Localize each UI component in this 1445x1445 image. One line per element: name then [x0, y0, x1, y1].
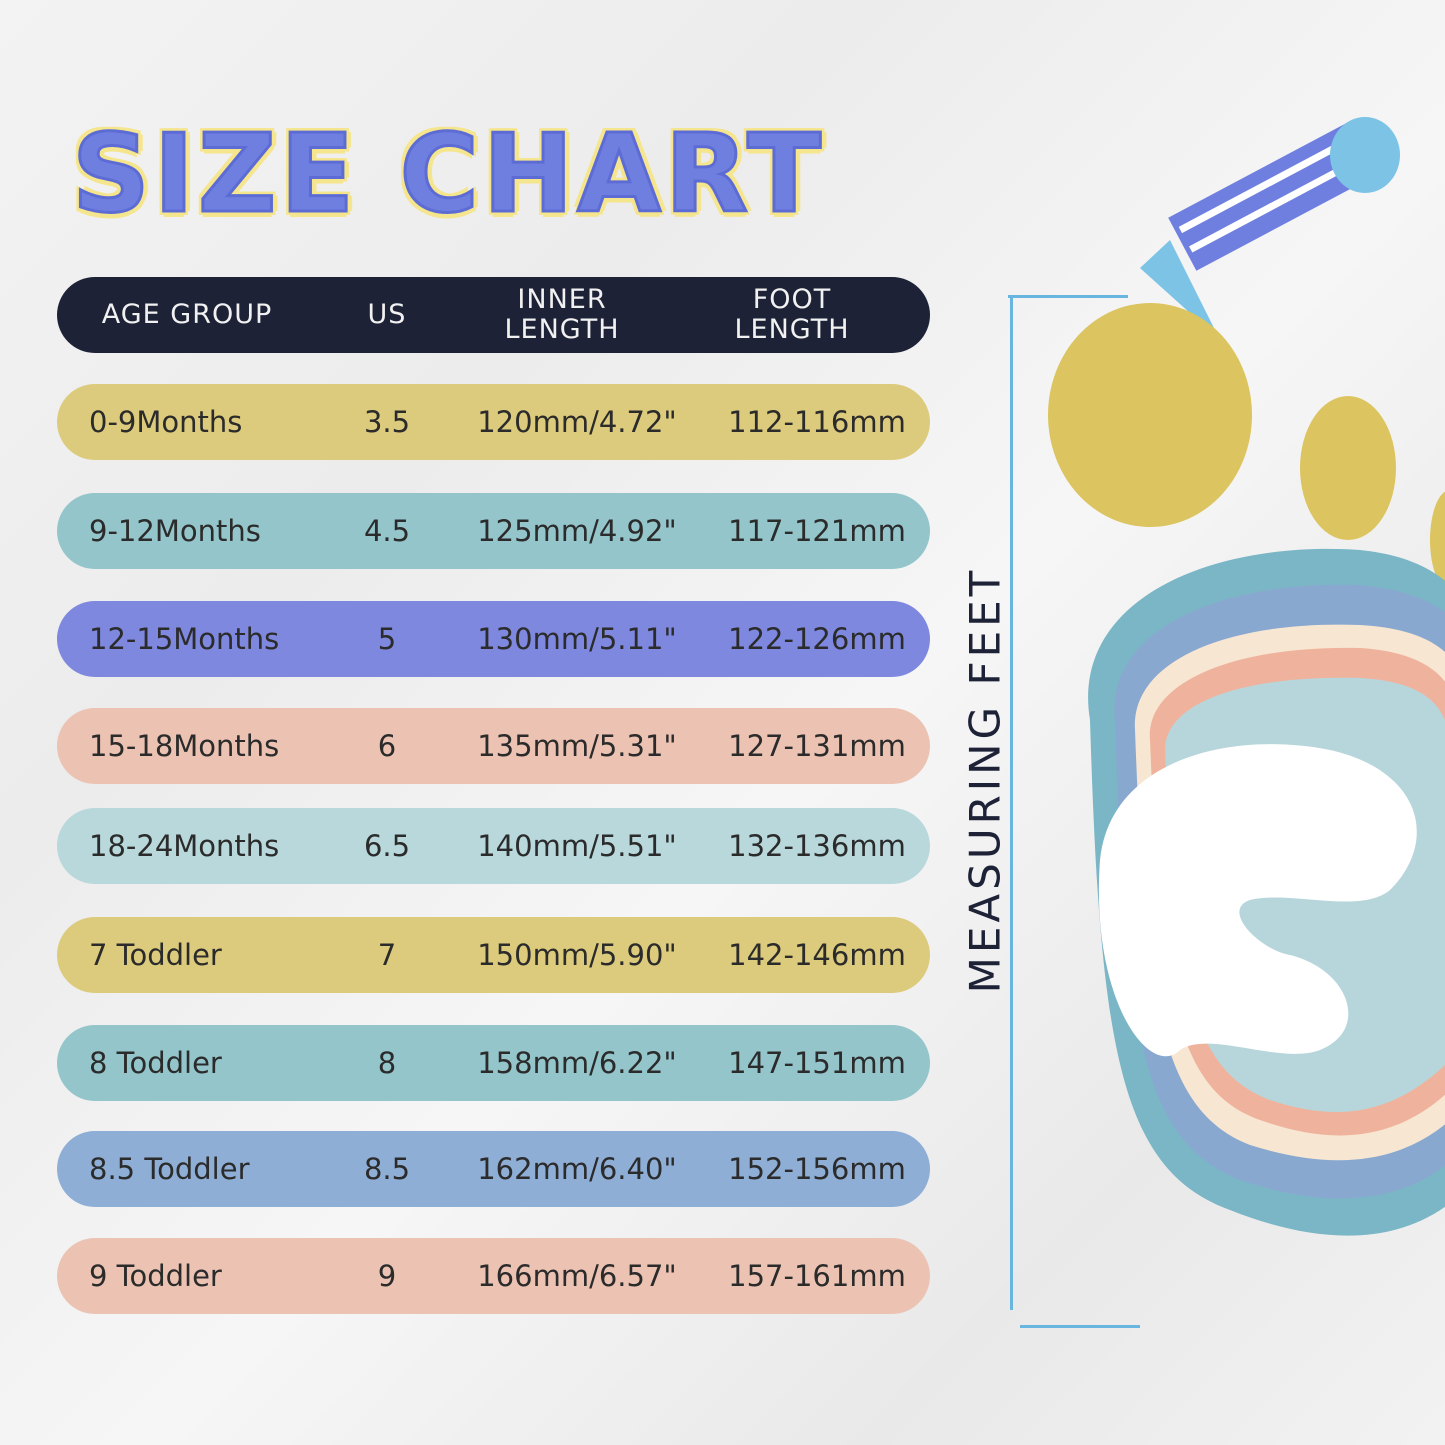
age-cell: 18-24Months: [89, 829, 280, 863]
foot-length-cell: 117-121mm: [728, 514, 906, 548]
inner-length-cell: 130mm/5.11": [477, 622, 677, 656]
toe: [1430, 491, 1445, 589]
ruler-top-cap: [1008, 295, 1128, 298]
table-row: 9 Toddler 9 166mm/6.57" 157-161mm: [57, 1238, 930, 1314]
age-cell: 9 Toddler: [89, 1259, 222, 1293]
table-row: 12-15Months 5 130mm/5.11" 122-126mm: [57, 601, 930, 677]
foot-length-cell: 152-156mm: [728, 1152, 906, 1186]
inner-length-cell: 120mm/4.72": [477, 405, 677, 439]
table-row: 15-18Months 6 135mm/5.31" 127-131mm: [57, 708, 930, 784]
table-row: 9-12Months 4.5 125mm/4.92" 117-121mm: [57, 493, 930, 569]
table-row: 8 Toddler 8 158mm/6.22" 147-151mm: [57, 1025, 930, 1101]
header-us: US: [367, 299, 407, 330]
toe: [1300, 396, 1396, 540]
us-size-cell: 3.5: [363, 405, 411, 439]
foot-length-cell: 157-161mm: [728, 1259, 906, 1293]
age-cell: 8.5 Toddler: [89, 1152, 250, 1186]
foot-length-cell: 122-126mm: [728, 622, 906, 656]
us-size-cell: 5: [377, 622, 397, 656]
ruler-bottom-cap: [1020, 1325, 1140, 1328]
us-size-cell: 8.5: [363, 1152, 411, 1186]
inner-length-cell: 158mm/6.22": [477, 1046, 677, 1080]
measuring-ruler: [1010, 295, 1013, 1310]
header-age-group: AGE GROUP: [101, 299, 273, 330]
age-cell: 9-12Months: [89, 514, 261, 548]
table-row: 18-24Months 6.5 140mm/5.51" 132-136mm: [57, 808, 930, 884]
us-size-cell: 6: [377, 729, 397, 763]
table-row: 7 Toddler 7 150mm/5.90" 142-146mm: [57, 917, 930, 993]
age-cell: 7 Toddler: [89, 938, 222, 972]
inner-length-cell: 150mm/5.90": [477, 938, 677, 972]
inner-length-cell: 166mm/6.57": [477, 1259, 677, 1293]
foot-length-cell: 112-116mm: [728, 405, 906, 439]
header-foot-length: FOOT LENGTH: [734, 284, 850, 345]
us-size-cell: 8: [377, 1046, 397, 1080]
inner-length-cell: 125mm/4.92": [477, 514, 677, 548]
age-cell: 15-18Months: [89, 729, 280, 763]
footprint-illustration: [1048, 117, 1445, 1236]
table-row: 8.5 Toddler 8.5 162mm/6.40" 152-156mm: [57, 1131, 930, 1207]
header-inner-length: INNER LENGTH: [504, 284, 620, 345]
inner-length-cell: 140mm/5.51": [477, 829, 677, 863]
foot-length-cell: 132-136mm: [728, 829, 906, 863]
foot-length-cell: 142-146mm: [728, 938, 906, 972]
measuring-feet-label: MEASURING FEET: [960, 566, 1010, 994]
foot-length-cell: 147-151mm: [728, 1046, 906, 1080]
foot-highlight: [1098, 744, 1417, 1057]
table-row: 0-9Months 3.5 120mm/4.72" 112-116mm: [57, 384, 930, 460]
us-size-cell: 9: [377, 1259, 397, 1293]
us-size-cell: 6.5: [363, 829, 411, 863]
pencil-icon: [1140, 117, 1400, 340]
us-size-cell: 7: [377, 938, 397, 972]
inner-length-cell: 135mm/5.31": [477, 729, 677, 763]
table-header: AGE GROUP US INNER LENGTH FOOT LENGTH: [57, 277, 930, 353]
foot-length-cell: 127-131mm: [728, 729, 906, 763]
page-title: SIZE CHART: [71, 111, 825, 239]
inner-length-cell: 162mm/6.40": [477, 1152, 677, 1186]
big-toe: [1048, 303, 1252, 527]
age-cell: 0-9Months: [89, 405, 243, 439]
us-size-cell: 4.5: [363, 514, 411, 548]
age-cell: 12-15Months: [89, 622, 280, 656]
age-cell: 8 Toddler: [89, 1046, 222, 1080]
